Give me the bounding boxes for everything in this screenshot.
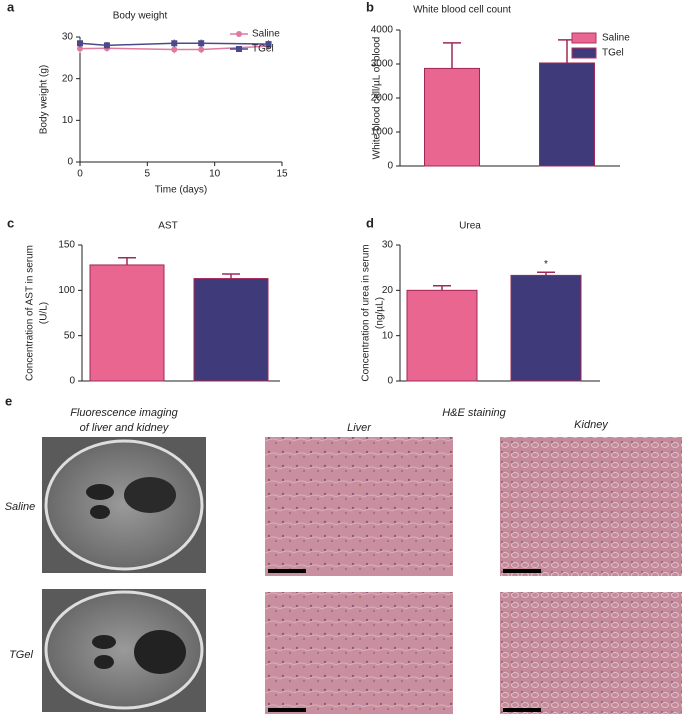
y-tick-label: 100 [58, 285, 75, 296]
organ [92, 635, 116, 649]
legend-label: Saline [602, 33, 630, 44]
y-tick-label: 150 [58, 240, 75, 251]
y-tick-label: 0 [387, 376, 393, 387]
x-tick-label: 5 [145, 169, 151, 180]
y-tick-label: 4000 [371, 25, 394, 36]
y-tick-label: 0 [387, 161, 393, 172]
y-axis-label: Body weight (g) [39, 65, 50, 134]
y-tick-label: 10 [62, 115, 74, 126]
marker [171, 46, 178, 53]
y-axis-label: (ng/µL) [375, 297, 386, 329]
bar [193, 278, 269, 382]
x-axis-label: Time (days) [155, 185, 207, 196]
marker [198, 40, 205, 47]
x-tick-label: 10 [209, 169, 221, 180]
y-axis-label: Concentration of urea in serum [361, 244, 372, 381]
y-tick-label: 50 [64, 330, 76, 341]
y-tick-label: 0 [69, 376, 75, 387]
legend-marker [236, 31, 242, 37]
bar [406, 289, 478, 382]
y-tick-label: 20 [62, 73, 74, 84]
bar [510, 274, 582, 382]
scale-bar [503, 708, 541, 712]
legend-swatch [571, 47, 597, 59]
panel-label: e [5, 393, 12, 408]
marker [198, 46, 205, 53]
organ [134, 630, 186, 674]
legend-marker [236, 46, 242, 52]
chart-title: Body weight [113, 11, 168, 22]
panel-label: a [7, 0, 15, 14]
x-tick-label: 15 [276, 169, 288, 180]
y-axis-label: (U/L) [39, 302, 50, 324]
organ [86, 484, 114, 500]
panel-e-images [42, 437, 682, 714]
y-tick-label: 3000 [371, 59, 394, 70]
marker [77, 40, 83, 47]
panel-label: d [366, 215, 374, 230]
legend-label: Saline [252, 29, 280, 40]
chart-title: AST [158, 221, 177, 232]
chart-title: White blood cell count [413, 5, 511, 16]
y-tick-label: 30 [62, 32, 74, 43]
legend-label: TGel [252, 44, 274, 55]
y-axis-label: White blood cell/µL of blood [372, 37, 383, 160]
chart-title: Urea [459, 221, 481, 232]
y-tick-label: 0 [67, 157, 73, 168]
bar [89, 264, 165, 382]
image [265, 592, 453, 714]
y-tick-label: 10 [382, 330, 394, 341]
row-title: Saline [5, 501, 36, 513]
bar [424, 67, 480, 167]
panel-label: c [7, 215, 14, 230]
y-tick-label: 30 [382, 240, 394, 251]
panel-label: b [366, 0, 374, 14]
y-tick-label: 2000 [371, 93, 394, 104]
image [500, 437, 682, 576]
column-title: Kidney [574, 419, 609, 431]
row-title: TGel [9, 649, 33, 661]
y-tick-label: 1000 [371, 127, 394, 138]
organ [124, 477, 176, 513]
marker [265, 41, 272, 48]
column-title: of liver and kidney [80, 422, 170, 434]
y-axis-label: Concentration of AST in serum [25, 245, 36, 381]
legend-swatch [571, 32, 597, 44]
column-title: H&E staining [442, 407, 506, 419]
column-title: Liver [347, 422, 372, 434]
scale-bar [268, 708, 306, 712]
marker [171, 40, 178, 47]
marker [77, 45, 83, 52]
legend-label: TGel [602, 48, 624, 59]
image [500, 592, 682, 714]
organ [94, 655, 114, 669]
marker [103, 42, 110, 49]
y-tick-label: 20 [382, 285, 394, 296]
organ [90, 505, 110, 519]
scale-bar [268, 569, 306, 573]
scale-bar [503, 569, 541, 573]
dish [44, 439, 204, 571]
image [265, 437, 453, 576]
annotation: * [544, 259, 548, 270]
dish [44, 590, 204, 710]
column-title: Fluorescence imaging [70, 407, 178, 419]
bar [539, 62, 595, 167]
x-tick-label: 0 [77, 169, 83, 180]
